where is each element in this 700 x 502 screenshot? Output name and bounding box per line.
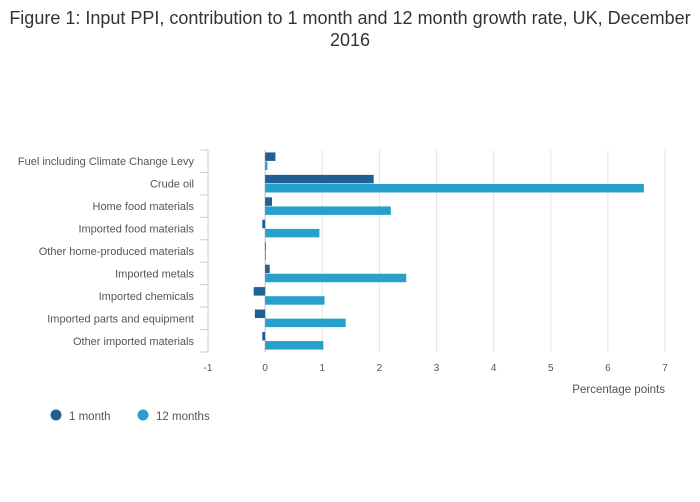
category-axis: [200, 149, 209, 353]
bar-12-months: [265, 251, 266, 260]
legend: 1 month 12 months: [50, 409, 210, 423]
category-label: Imported food materials: [78, 224, 194, 236]
x-tick-label: 3: [434, 363, 440, 374]
x-tick-label: 5: [548, 363, 554, 374]
x-tick-label: 6: [605, 363, 611, 374]
x-tick-label: 7: [662, 363, 668, 374]
bar-12-months: [265, 161, 268, 171]
legend-swatch: [50, 409, 62, 421]
category-label: Other imported materials: [73, 336, 195, 348]
bar-1-month: [262, 219, 266, 229]
bars: [253, 152, 644, 350]
category-label: Other home-produced materials: [39, 246, 195, 258]
bar-1-month: [265, 174, 374, 184]
x-tick-label: 1: [319, 363, 325, 374]
x-tick-label: 0: [262, 363, 268, 374]
bar-12-months: [265, 183, 644, 193]
bar-12-months: [265, 206, 391, 215]
legend-label: 1 month: [69, 411, 111, 423]
chart-title: Figure 1: Input PPI, contribution to 1 m…: [9, 8, 691, 50]
bar-1-month: [265, 264, 270, 274]
bar-1-month: [253, 287, 266, 296]
bar-1-month: [265, 242, 266, 251]
bar-1-month: [262, 331, 266, 341]
category-label: Home food materials: [93, 201, 195, 213]
x-axis-ticks: -1 0 1 2 3 4 5 6 7: [204, 363, 669, 374]
category-label: Fuel including Climate Change Levy: [18, 156, 195, 168]
x-axis-title: Percentage points: [572, 384, 665, 396]
x-tick-label: -1: [204, 363, 213, 374]
bar-12-months: [265, 273, 407, 283]
category-labels: Fuel including Climate Change Levy Crude …: [18, 156, 195, 348]
bar-12-months: [265, 318, 346, 328]
bar-12-months: [265, 341, 324, 350]
x-tick-label: 2: [377, 363, 383, 374]
category-label: Imported parts and equipment: [47, 313, 194, 325]
bar-1-month: [254, 309, 266, 319]
category-label: Imported chemicals: [99, 291, 195, 303]
bar-12-months: [265, 296, 325, 305]
bar-1-month: [265, 197, 272, 206]
legend-swatch: [137, 409, 149, 421]
legend-label: 12 months: [156, 411, 210, 423]
x-tick-label: 4: [491, 363, 497, 374]
category-label: Imported metals: [115, 268, 194, 280]
bar-1-month: [265, 152, 276, 161]
category-label: Crude oil: [150, 179, 194, 191]
bar-12-months: [265, 228, 320, 238]
